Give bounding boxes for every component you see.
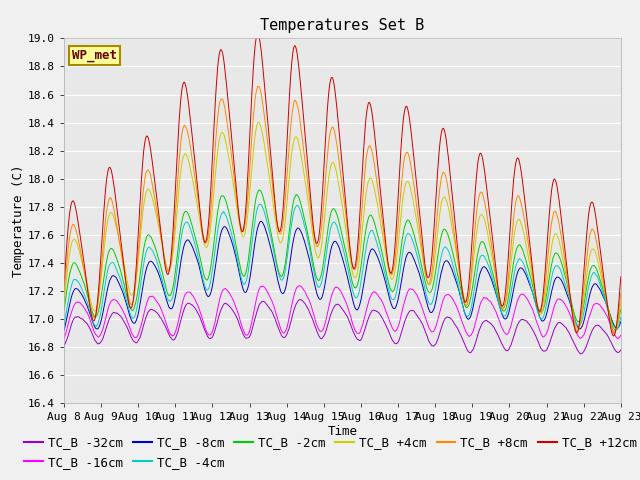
TC_B -8cm xyxy=(60,328,68,334)
TC_B -4cm xyxy=(429,297,437,302)
TC_B -16cm xyxy=(170,332,178,337)
TC_B +12cm xyxy=(60,283,68,288)
TC_B -8cm xyxy=(257,218,265,224)
Line: TC_B +12cm: TC_B +12cm xyxy=(64,34,621,336)
TC_B +4cm xyxy=(611,329,619,335)
TC_B -4cm xyxy=(170,287,178,292)
TC_B +8cm xyxy=(246,160,254,166)
TC_B -4cm xyxy=(551,264,559,270)
TC_B -8cm xyxy=(170,299,178,305)
TC_B -16cm xyxy=(246,326,254,332)
TC_B -32cm xyxy=(502,348,509,353)
TC_B +8cm xyxy=(502,296,509,302)
TC_B -16cm xyxy=(502,331,509,337)
TC_B -32cm xyxy=(184,300,191,306)
TC_B -16cm xyxy=(551,301,559,307)
TC_B +8cm xyxy=(610,331,618,336)
TC_B -32cm xyxy=(246,333,254,338)
TC_B +12cm xyxy=(170,206,178,212)
TC_B -4cm xyxy=(611,327,619,333)
TC_B -32cm xyxy=(296,297,304,302)
TC_B -16cm xyxy=(296,283,303,288)
TC_B +12cm xyxy=(184,95,191,101)
Line: TC_B -32cm: TC_B -32cm xyxy=(64,300,621,354)
TC_B +12cm xyxy=(429,239,437,244)
TC_B +4cm xyxy=(246,185,254,191)
TC_B +4cm xyxy=(617,300,625,305)
TC_B -32cm xyxy=(577,351,584,357)
TC_B -8cm xyxy=(429,308,437,313)
TC_B +12cm xyxy=(502,285,509,290)
TC_B +8cm xyxy=(184,130,191,136)
TC_B -4cm xyxy=(184,220,191,226)
TC_B +4cm xyxy=(429,269,437,275)
TC_B -16cm xyxy=(614,336,622,342)
TC_B -8cm xyxy=(551,277,559,283)
TC_B -2cm xyxy=(502,306,509,312)
TC_B -8cm xyxy=(184,237,191,243)
TC_B +12cm xyxy=(617,274,625,280)
Line: TC_B +8cm: TC_B +8cm xyxy=(64,86,621,334)
TC_B +8cm xyxy=(254,84,262,89)
TC_B -32cm xyxy=(429,343,437,349)
TC_B +4cm xyxy=(502,299,509,304)
TC_B -2cm xyxy=(617,307,625,312)
TC_B -16cm xyxy=(184,289,191,295)
TC_B -2cm xyxy=(246,242,254,248)
TC_B -4cm xyxy=(60,322,68,328)
TC_B -32cm xyxy=(617,347,625,353)
TC_B -8cm xyxy=(246,274,254,280)
TC_B -32cm xyxy=(170,336,178,342)
TC_B -2cm xyxy=(184,210,191,216)
TC_B +4cm xyxy=(255,120,263,125)
TC_B -8cm xyxy=(617,319,625,325)
Line: TC_B -4cm: TC_B -4cm xyxy=(64,204,621,330)
TC_B +12cm xyxy=(551,177,559,182)
TC_B +8cm xyxy=(617,290,625,296)
TC_B -4cm xyxy=(617,314,625,320)
TC_B +8cm xyxy=(429,258,437,264)
TC_B -2cm xyxy=(551,251,559,256)
Y-axis label: Temperature (C): Temperature (C) xyxy=(12,165,25,277)
Line: TC_B -16cm: TC_B -16cm xyxy=(64,286,621,339)
TC_B +8cm xyxy=(551,208,559,214)
TC_B -4cm xyxy=(246,254,254,260)
TC_B +4cm xyxy=(184,156,191,161)
TC_B +12cm xyxy=(610,333,618,339)
TC_B +12cm xyxy=(246,125,254,131)
TC_B -4cm xyxy=(502,312,509,317)
TC_B -32cm xyxy=(551,325,559,331)
TC_B +4cm xyxy=(170,239,178,244)
TC_B -8cm xyxy=(502,316,509,322)
TC_B -16cm xyxy=(617,333,625,338)
TC_B +8cm xyxy=(170,227,178,232)
TC_B -2cm xyxy=(429,282,437,288)
TC_B +4cm xyxy=(551,231,559,237)
TC_B -32cm xyxy=(60,343,68,348)
TC_B -2cm xyxy=(170,276,178,282)
Line: TC_B -8cm: TC_B -8cm xyxy=(64,221,621,331)
TC_B -2cm xyxy=(60,307,68,313)
Text: WP_met: WP_met xyxy=(72,49,117,62)
TC_B +8cm xyxy=(60,291,68,297)
X-axis label: Time: Time xyxy=(328,425,357,438)
TC_B +4cm xyxy=(60,299,68,305)
Line: TC_B -2cm: TC_B -2cm xyxy=(64,190,621,327)
TC_B -16cm xyxy=(60,336,68,341)
TC_B -16cm xyxy=(429,329,437,335)
Line: TC_B +4cm: TC_B +4cm xyxy=(64,122,621,332)
TC_B -4cm xyxy=(256,202,264,207)
Legend: TC_B -32cm, TC_B -16cm, TC_B -8cm, TC_B -4cm, TC_B -2cm, TC_B +4cm, TC_B +8cm, T: TC_B -32cm, TC_B -16cm, TC_B -8cm, TC_B … xyxy=(19,432,640,474)
TC_B +12cm xyxy=(254,31,262,37)
TC_B -2cm xyxy=(255,187,263,193)
Title: Temperatures Set B: Temperatures Set B xyxy=(260,18,424,33)
TC_B -2cm xyxy=(612,324,620,330)
